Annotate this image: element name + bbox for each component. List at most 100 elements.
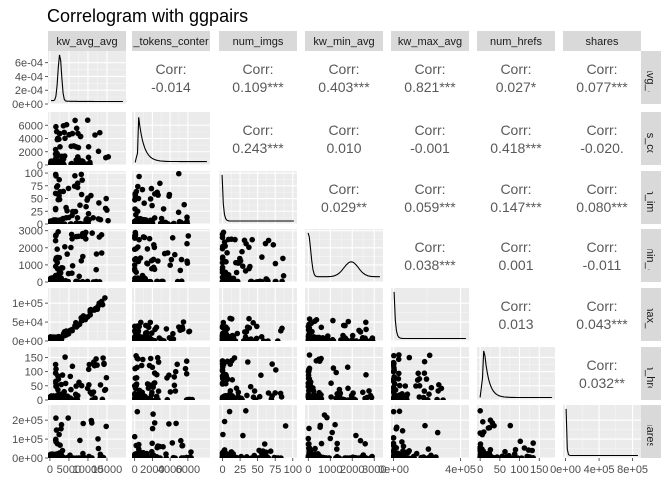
- scatter-point: [232, 236, 238, 243]
- scatter-point: [393, 425, 400, 431]
- panel-n_tokens_content-num_hrefs: Corr: 0.418***: [477, 112, 555, 165]
- scatter-point: [362, 395, 368, 400]
- scatter-point: [273, 367, 279, 373]
- scatter-point: [84, 278, 91, 282]
- scatter-point: [268, 396, 275, 400]
- scatter-point: [135, 219, 142, 224]
- scatter-point: [253, 279, 260, 282]
- strip-label: kw_max_avg: [398, 36, 462, 48]
- panel-n_tokens_content-kw_avg_avg: [48, 112, 126, 166]
- scatter-point: [155, 388, 162, 395]
- scatter-point: [306, 425, 312, 432]
- scatter-point: [68, 231, 75, 238]
- scatter-point: [223, 324, 229, 330]
- scatter-point: [399, 454, 405, 458]
- scatter-point: [391, 352, 397, 359]
- scatter-point: [55, 376, 62, 382]
- scatter-point: [306, 366, 312, 373]
- scatter-point: [73, 144, 79, 150]
- scatter-point: [101, 387, 108, 394]
- corr-value: 0.403***: [318, 79, 370, 95]
- scatter-point: [176, 171, 182, 177]
- panel-shares-num_imgs: [219, 405, 297, 459]
- strip-row-label: kens_con: [644, 115, 656, 162]
- scatter-point: [250, 394, 257, 400]
- scatter-point: [183, 358, 190, 365]
- scatter-point: [90, 389, 97, 395]
- panel-num_imgs-kw_min_avg: Corr: 0.029**: [305, 171, 383, 224]
- scatter-point: [72, 208, 79, 215]
- panel-kw_avg_avg-shares: Corr: 0.077***: [563, 51, 641, 104]
- scatter-point: [56, 396, 63, 400]
- scatter-point: [81, 232, 88, 238]
- scatter-point: [326, 455, 332, 458]
- scatter-point: [95, 436, 101, 442]
- scatter-point: [169, 336, 176, 341]
- scatter-point: [52, 437, 59, 443]
- scatter-point: [395, 376, 402, 382]
- scatter-point: [396, 408, 403, 415]
- scatter-point: [400, 443, 407, 450]
- y-tick-label: 50: [31, 194, 43, 206]
- panel-kw_min_avg-kw_max_avg: Corr: 0.038***: [391, 229, 469, 282]
- scatter-point: [58, 162, 64, 165]
- panel-kw_avg_avg-n_tokens_content: Corr: -0.014: [132, 51, 210, 104]
- scatter-point: [73, 455, 80, 458]
- scatter-point: [73, 220, 80, 224]
- corr-value: 0.043***: [576, 316, 628, 332]
- scatter-point: [61, 129, 67, 136]
- scatter-point: [392, 387, 399, 393]
- scatter-point: [188, 449, 194, 455]
- scatter-point: [89, 230, 95, 236]
- corr-label: Corr:: [500, 181, 531, 197]
- scatter-point: [93, 251, 100, 257]
- scatter-point: [55, 229, 61, 235]
- scatter-point: [86, 453, 92, 458]
- scatter-point: [132, 323, 138, 330]
- scatter-point: [53, 173, 59, 179]
- scatter-point: [258, 334, 265, 340]
- scatter-point: [72, 117, 78, 124]
- scatter-point: [93, 356, 99, 362]
- scatter-point: [77, 133, 84, 140]
- scatter-point: [59, 372, 66, 378]
- scatter-point: [221, 418, 228, 425]
- scatter-point: [435, 388, 442, 394]
- scatter-point: [259, 254, 265, 260]
- scatter-point: [74, 180, 81, 186]
- scatter-point: [90, 215, 96, 221]
- strip-kw_avg_avg: kw_avg_avg: [48, 31, 126, 51]
- scatter-point: [148, 392, 155, 398]
- scatter-point: [312, 451, 319, 457]
- panel-kw_avg_avg-num_imgs: Corr: 0.109***: [219, 51, 297, 104]
- scatter-point: [155, 192, 161, 198]
- strip-row-shares: shares: [641, 405, 661, 458]
- scatter-point: [349, 332, 356, 339]
- scatter-point: [265, 237, 272, 244]
- scatter-point: [352, 397, 359, 400]
- panel-kw_max_avg-kw_min_avg: [305, 288, 383, 342]
- scatter-point: [170, 330, 176, 337]
- scatter-point: [391, 362, 397, 368]
- scatter-point: [147, 196, 154, 202]
- scatter-point: [351, 338, 357, 341]
- scatter-point: [186, 328, 192, 335]
- corr-label: Corr:: [500, 122, 531, 138]
- x-tick-label: 4000: [158, 464, 182, 476]
- scatter-point: [56, 431, 62, 438]
- scatter-point: [396, 352, 402, 358]
- scatter-point: [85, 366, 92, 373]
- y-tick-label: 100: [25, 367, 43, 379]
- scatter-point: [74, 215, 81, 221]
- scatter-point: [75, 155, 81, 162]
- corr-label: Corr:: [328, 181, 359, 197]
- density-curve: [221, 174, 294, 222]
- scatter-point: [357, 329, 364, 335]
- scatter-point: [245, 359, 251, 365]
- corr-value: 0.013: [498, 316, 533, 332]
- scatter-point: [265, 390, 272, 396]
- scatter-point: [80, 420, 86, 427]
- scatter-point: [272, 278, 279, 282]
- x-tick-label: 75: [269, 464, 281, 476]
- scatter-point: [135, 258, 142, 265]
